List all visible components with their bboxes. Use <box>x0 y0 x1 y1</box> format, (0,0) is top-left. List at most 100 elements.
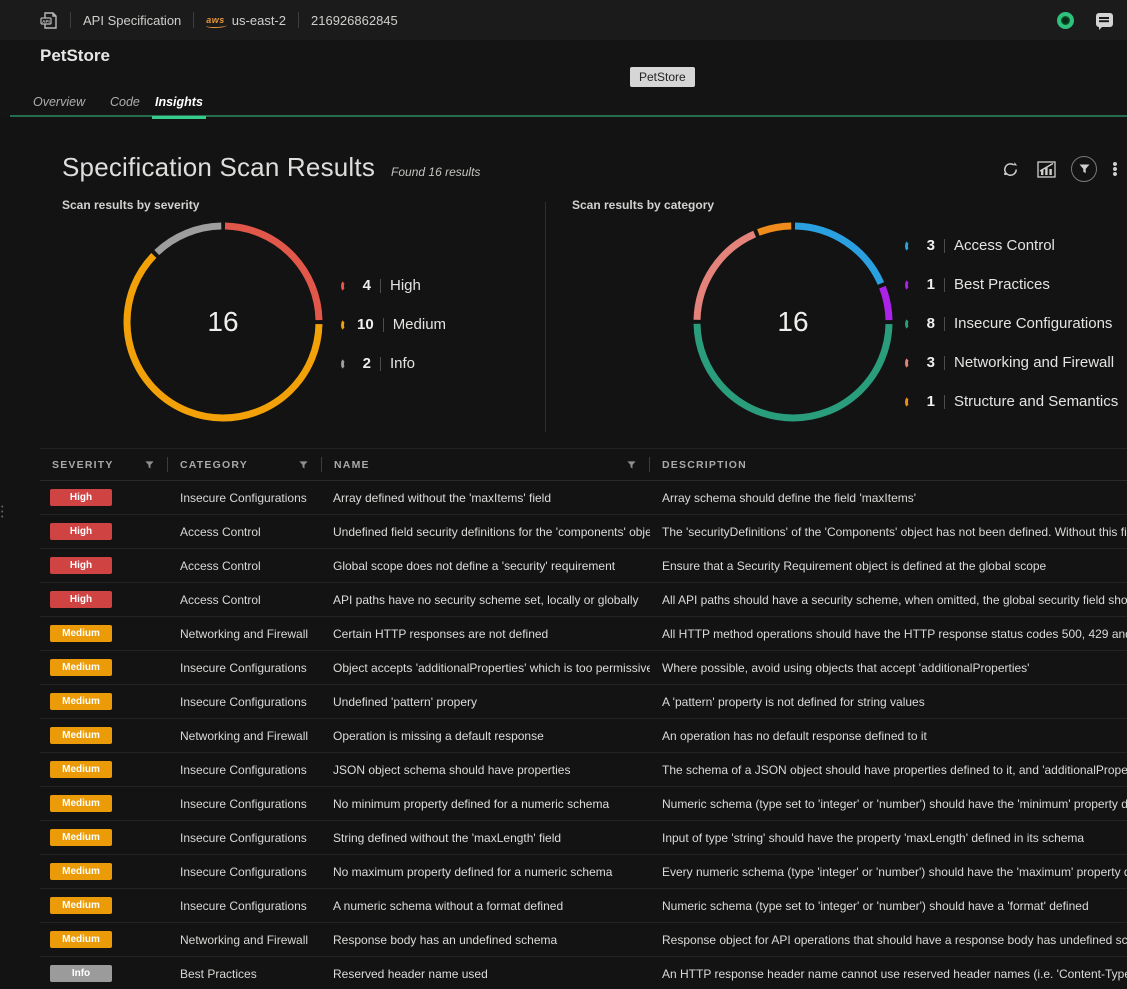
scroll-handle[interactable]: • • • <box>1 504 4 521</box>
legend-label: Networking and Firewall <box>954 354 1115 371</box>
table-row[interactable]: Medium Networking and Firewall Response bo… <box>40 923 1127 957</box>
severity-total: 16 <box>207 306 239 337</box>
donut-segment-medium[interactable] <box>123 222 323 422</box>
table-row[interactable]: High Access Control Global scope does not … <box>40 549 1127 583</box>
legend-item-info[interactable]: 2 Info <box>341 344 446 383</box>
name-cell: JSON object schema should have propertie… <box>333 762 571 777</box>
severity-badge: Medium <box>50 693 112 710</box>
filter-funnel-icon[interactable] <box>627 460 636 469</box>
legend-divider <box>944 238 945 253</box>
table-row[interactable]: Medium Insecure Configurations No maximum … <box>40 855 1127 889</box>
category-cell: Networking and Firewall <box>180 626 309 641</box>
legend-divider <box>944 277 945 292</box>
name-cell: API paths have no security scheme set, l… <box>333 592 639 607</box>
chart-icon[interactable] <box>1035 158 1057 180</box>
filter-funnel-icon[interactable] <box>145 460 154 469</box>
filter-funnel-icon[interactable] <box>299 460 308 469</box>
category-cell: Access Control <box>180 524 261 539</box>
description-cell: The 'securityDefinitions' of the 'Compon… <box>662 524 1127 539</box>
category-legend: 3 Access Control 1 Best Practices 8 Insecure … <box>905 226 1118 421</box>
legend-value: 10 <box>357 316 374 333</box>
api-document-icon[interactable]: API <box>40 11 58 30</box>
region-label: us-east-2 <box>231 12 286 28</box>
severity-badge: High <box>50 557 112 574</box>
severity-badge: Medium <box>50 829 112 846</box>
legend-item-access-control[interactable]: 3 Access Control <box>905 226 1118 265</box>
legend-marker-icon <box>905 317 913 330</box>
filter-circle-button[interactable] <box>1071 156 1097 182</box>
kebab-menu-icon[interactable]: • • • <box>1112 155 1118 183</box>
svg-text:API: API <box>42 18 50 23</box>
description-cell: Where possible, avoid using objects that… <box>662 660 1030 675</box>
legend-item-best-practices[interactable]: 1 Best Practices <box>905 265 1118 304</box>
legend-divider <box>944 355 945 370</box>
column-divider <box>649 457 650 472</box>
name-cell: No minimum property defined for a numeri… <box>333 796 610 811</box>
description-cell: Input of type 'string' should have the p… <box>662 830 1085 845</box>
severity-badge: High <box>50 591 112 608</box>
tab-code[interactable]: Code <box>110 95 140 109</box>
category-cell: Insecure Configurations <box>180 694 307 709</box>
description-cell: An operation has no default response def… <box>662 728 927 743</box>
column-label: DESCRIPTION <box>662 458 747 471</box>
legend-item-structure-and-semantics[interactable]: 1 Structure and Semantics <box>905 382 1118 421</box>
category-cell: Insecure Configurations <box>180 490 307 505</box>
table-row[interactable]: Info Best Practices Reserved header name u… <box>40 957 1127 989</box>
table-row[interactable]: Medium Networking and Firewall Certain HTT… <box>40 617 1127 651</box>
category-cell: Best Practices <box>180 966 257 981</box>
column-label: CATEGORY <box>180 458 248 471</box>
donut-segment-insecure-configurations[interactable] <box>693 222 893 422</box>
legend-item-insecure-configurations[interactable]: 8 Insecure Configurations <box>905 304 1118 343</box>
column-divider <box>167 457 168 472</box>
severity-badge: Info <box>50 965 112 982</box>
legend-item-high[interactable]: 4 High <box>341 266 446 305</box>
severity-badge: Medium <box>50 897 112 914</box>
table-row[interactable]: Medium Insecure Configurations JSON object… <box>40 753 1127 787</box>
description-cell: All API paths should have a security sch… <box>662 592 1127 607</box>
severity-badge: Medium <box>50 931 112 948</box>
legend-marker-icon <box>905 239 913 252</box>
table-row[interactable]: High Insecure Configurations Array defined… <box>40 481 1127 515</box>
top-bar: API API Specification aws us-east-2 2169… <box>0 0 1127 40</box>
severity-badge: Medium <box>50 761 112 778</box>
tab-insights[interactable]: Insights <box>152 95 206 119</box>
legend-value: 4 <box>362 277 371 294</box>
description-cell: Ensure that a Security Requirement objec… <box>662 558 1047 573</box>
insights-panel <box>0 118 1127 989</box>
description-cell: All HTTP method operations should have t… <box>662 626 1127 641</box>
name-cell: Response body has an undefined schema <box>333 932 558 947</box>
legend-item-medium[interactable]: 10 Medium <box>341 305 446 344</box>
name-cell: Reserved header name used <box>333 966 488 981</box>
region-selector[interactable]: aws us-east-2 <box>206 13 286 28</box>
legend-marker-icon <box>905 278 913 291</box>
severity-donut-chart: 16 <box>120 219 326 425</box>
severity-badge: Medium <box>50 795 112 812</box>
table-row[interactable]: Medium Insecure Configurations A numeric s… <box>40 889 1127 923</box>
table-row[interactable]: High Access Control API paths have no secu… <box>40 583 1127 617</box>
table-row[interactable]: Medium Insecure Configurations No minimum … <box>40 787 1127 821</box>
chat-icon[interactable] <box>1096 13 1113 30</box>
name-cell: Undefined 'pattern' propery <box>333 694 478 709</box>
refresh-icon[interactable] <box>999 158 1021 180</box>
category-cell: Insecure Configurations <box>180 864 307 879</box>
legend-divider <box>382 317 384 332</box>
table-row[interactable]: High Access Control Undefined field securi… <box>40 515 1127 549</box>
category-chart-title: Scan results by category <box>572 198 715 212</box>
table-header: SEVERITY CATEGORY NAME DESCRIPTION <box>40 448 1127 481</box>
legend-value: 1 <box>926 393 935 410</box>
severity-chart-title: Scan results by severity <box>62 198 200 212</box>
description-cell: An HTTP response header name cannot use … <box>662 966 1127 981</box>
table-row[interactable]: Medium Insecure Configurations Undefined '… <box>40 685 1127 719</box>
table-row[interactable]: Medium Networking and Firewall Operation i… <box>40 719 1127 753</box>
description-cell: Array schema should define the field 'ma… <box>662 490 917 505</box>
table-row[interactable]: Medium Insecure Configurations String defi… <box>40 821 1127 855</box>
legend-item-networking-and-firewall[interactable]: 3 Networking and Firewall <box>905 343 1118 382</box>
column-divider <box>321 457 322 472</box>
table-row[interactable]: Medium Insecure Configurations Object acce… <box>40 651 1127 685</box>
category-cell: Insecure Configurations <box>180 830 307 845</box>
legend-label: Insecure Configurations <box>954 315 1113 332</box>
divider <box>70 12 71 28</box>
status-ring-icon[interactable] <box>1057 11 1074 29</box>
legend-marker-icon <box>341 279 349 292</box>
tab-overview[interactable]: Overview <box>33 95 86 109</box>
